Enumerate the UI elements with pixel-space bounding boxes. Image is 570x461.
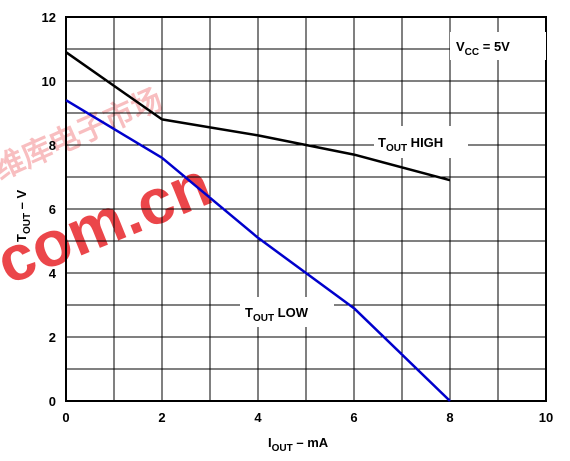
y-tick-label: 2	[49, 330, 56, 345]
watermark: com.cn 维库电子市场	[0, 82, 221, 298]
x-tick-labels: 0 2 4 6 8 10	[62, 410, 553, 425]
x-tick-label: 0	[62, 410, 69, 425]
series-line-tout-low	[65, 99, 451, 402]
y-tick-label: 4	[49, 266, 57, 281]
low-label-sub: OUT	[253, 313, 274, 324]
high-label-rest: HIGH	[407, 135, 443, 150]
x-title-main: I	[268, 435, 272, 450]
x-tick-label: 8	[446, 410, 453, 425]
svg-text:TOUT LOW: TOUT LOW	[245, 305, 309, 324]
y-tick-label: 6	[49, 202, 56, 217]
svg-text:VCC = 5V: VCC = 5V	[456, 39, 510, 58]
y-tick-label: 12	[42, 10, 56, 25]
plot-grid	[66, 17, 546, 401]
series-label-low: TOUT LOW	[240, 297, 334, 327]
vcc-rest: = 5V	[479, 39, 510, 54]
x-axis-title: IOUT – mA	[268, 435, 329, 454]
low-label-rest: LOW	[274, 305, 309, 320]
series-label-high: TOUT HIGH	[374, 126, 468, 158]
y-axis-title: TOUT – V	[14, 189, 33, 242]
series-line-tout-high	[65, 51, 451, 182]
low-label-main: T	[245, 305, 253, 320]
y-title-main: T	[14, 234, 29, 242]
high-label-sub: OUT	[386, 143, 407, 154]
vcc-annotation: VCC = 5V	[450, 32, 546, 60]
y-title-rest: – V	[14, 189, 29, 212]
x-tick-label: 2	[158, 410, 165, 425]
x-title-sub: OUT	[272, 443, 293, 454]
x-tick-label: 6	[350, 410, 357, 425]
y-tick-labels: 0 2 4 6 8 10 12	[42, 10, 57, 409]
vcc-main: V	[456, 39, 465, 54]
y-title-sub: OUT	[22, 213, 33, 234]
plot-frame	[65, 16, 547, 402]
high-label-main: T	[378, 135, 386, 150]
y-tick-label: 0	[49, 394, 56, 409]
svg-text:TOUT HIGH: TOUT HIGH	[378, 135, 443, 154]
x-tick-label: 10	[539, 410, 553, 425]
y-tick-label: 10	[42, 74, 56, 89]
x-title-rest: – mA	[293, 435, 329, 450]
vcc-sub: CC	[465, 47, 479, 58]
y-tick-label: 8	[49, 138, 56, 153]
series-group	[65, 51, 451, 402]
x-tick-label: 4	[254, 410, 262, 425]
